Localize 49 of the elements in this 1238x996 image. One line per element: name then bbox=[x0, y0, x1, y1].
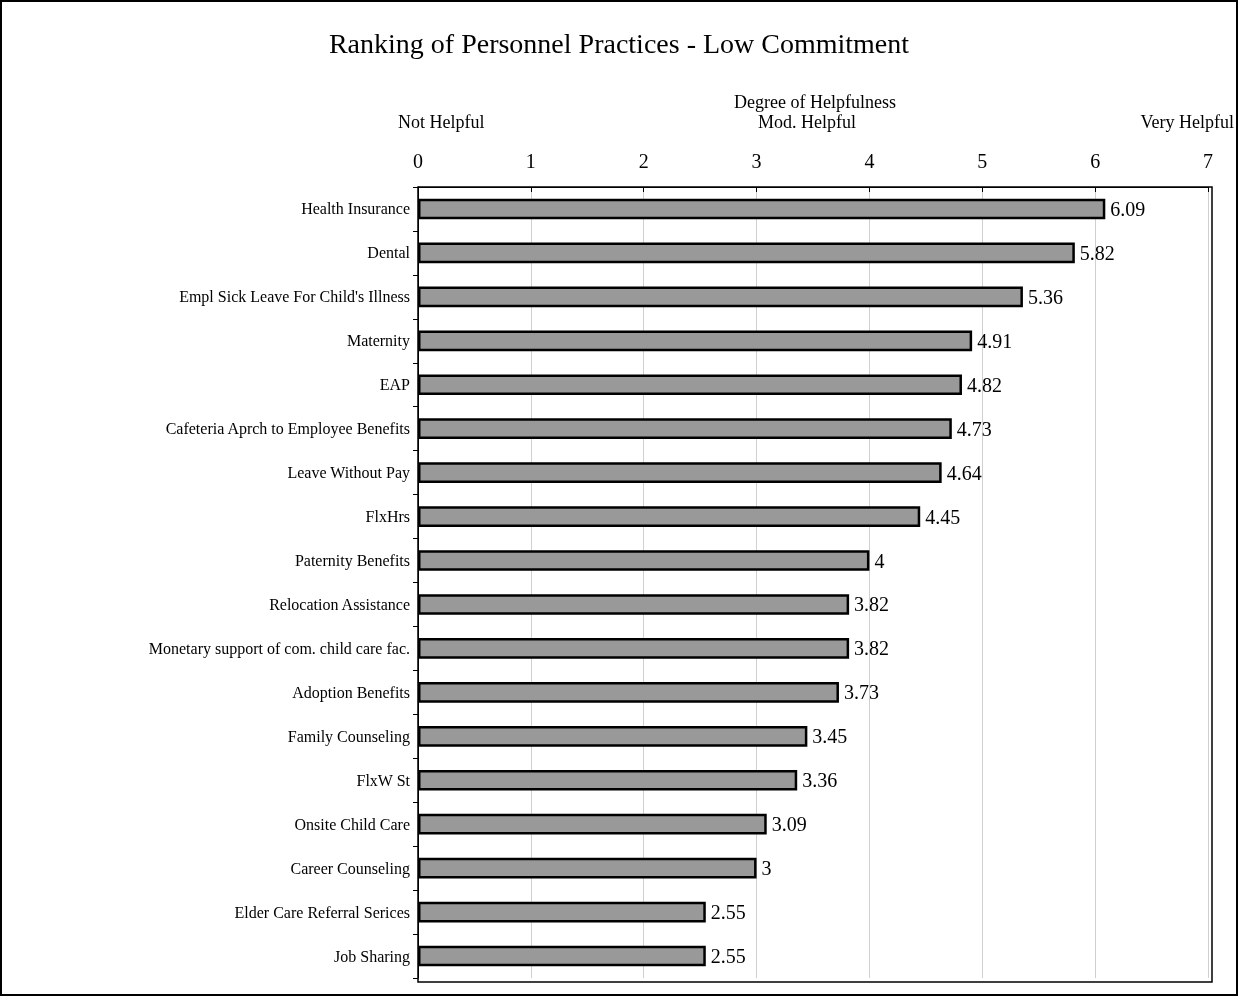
data-label: 4.73 bbox=[956, 417, 992, 440]
y-tick-label: FlxW St bbox=[356, 771, 411, 789]
y-tick-label: Adoption Benefits bbox=[292, 683, 410, 702]
data-label: 5.36 bbox=[1027, 285, 1063, 308]
y-tick-label: Empl Sick Leave For Child's Illness bbox=[179, 288, 410, 307]
data-label: 4.91 bbox=[977, 329, 1013, 352]
y-tick-label: Paternity Benefits bbox=[294, 552, 410, 571]
data-label: 2.55 bbox=[710, 901, 746, 924]
y-tick-label: Elder Care Referral Serices bbox=[234, 903, 410, 921]
data-label: 3 bbox=[761, 857, 772, 880]
data-label: 3.45 bbox=[812, 725, 848, 748]
data-label: 3.82 bbox=[854, 593, 890, 616]
data-label: 2.55 bbox=[710, 945, 746, 968]
x-tick-label: 0 bbox=[413, 150, 423, 172]
x-tick-label: 7 bbox=[1203, 150, 1213, 172]
y-tick-label: Onsite Child Care bbox=[294, 815, 410, 833]
x-tick-label: 1 bbox=[525, 150, 536, 172]
data-label: 3.82 bbox=[854, 637, 890, 660]
x-axis-title: Degree of Helpfulness bbox=[734, 92, 896, 112]
data-label: 4 bbox=[874, 549, 885, 572]
y-tick-label: Relocation Assistance bbox=[269, 595, 410, 613]
x-tick-label: 6 bbox=[1090, 150, 1101, 172]
data-label: 4.45 bbox=[925, 505, 961, 528]
y-tick-label: Leave Without Pay bbox=[287, 464, 410, 483]
data-label: 4.82 bbox=[966, 373, 1002, 396]
y-tick-label: Family Counseling bbox=[287, 727, 410, 746]
y-tick-label: FlxHrs bbox=[365, 508, 410, 526]
data-label: 4.64 bbox=[946, 461, 982, 484]
y-tick-label: Career Counseling bbox=[290, 859, 410, 878]
data-label: 6.09 bbox=[1110, 197, 1146, 220]
x-tick-label: 3 bbox=[751, 150, 762, 172]
x-tick-label: 2 bbox=[638, 150, 649, 172]
y-tick-label: Monetary support of com. child care fac. bbox=[148, 639, 410, 658]
data-label: 5.82 bbox=[1079, 241, 1115, 264]
data-label: 3.09 bbox=[771, 813, 807, 836]
x-tick-label: 4 bbox=[864, 150, 875, 172]
text: Not Helpful bbox=[398, 112, 485, 132]
y-tick-label: Maternity bbox=[346, 332, 410, 351]
x-tick-label: 5 bbox=[977, 150, 988, 172]
y-tick-label: EAP bbox=[379, 376, 411, 394]
text: Very Helpful bbox=[1140, 112, 1234, 132]
y-tick-label: Dental bbox=[367, 244, 411, 262]
y-tick-label: Job Sharing bbox=[334, 947, 410, 966]
chart-title: Ranking of Personnel Practices - Low Commitment bbox=[328, 27, 910, 59]
data-label: 3.73 bbox=[843, 681, 879, 704]
y-tick-label: Cafeteria Aprch to Employee Benefits bbox=[165, 420, 410, 439]
text: Mod. Helpful bbox=[758, 112, 857, 132]
y-tick-label: Health Insurance bbox=[301, 200, 410, 218]
data-label: 3.36 bbox=[802, 769, 838, 792]
